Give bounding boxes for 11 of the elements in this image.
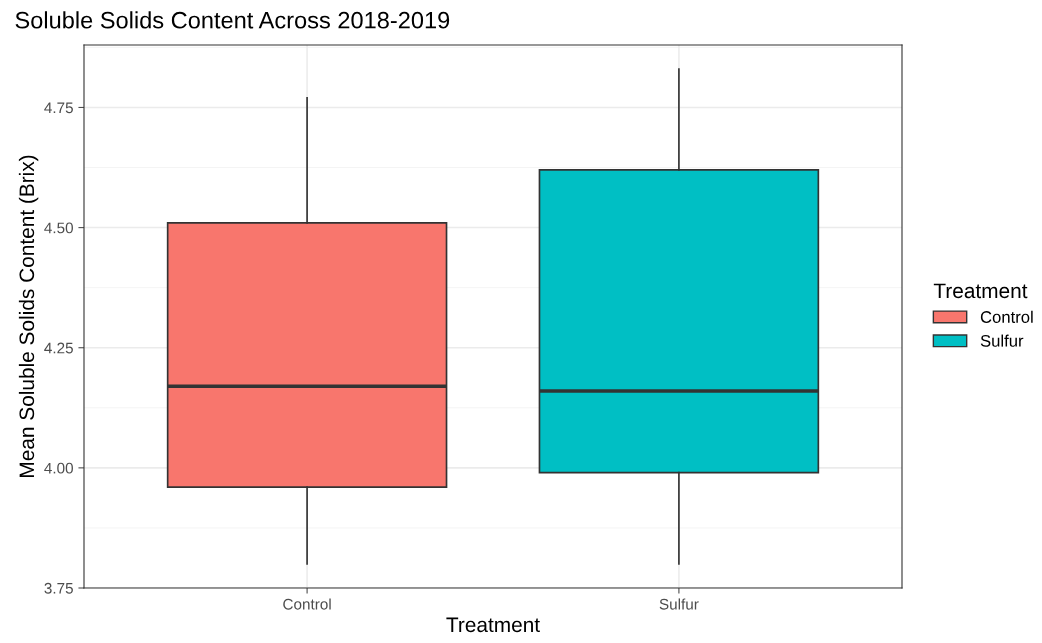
x-axis-title: Treatment — [446, 617, 540, 633]
y-tick-label: 4.00 — [44, 462, 73, 474]
y-axis-title: Mean Soluble Solids Content (Brix) — [18, 155, 39, 477]
y-tick-label: 4.50 — [44, 222, 73, 234]
chart-title: Soluble Solids Content Across 2018-2019 — [15, 11, 450, 29]
y-tick-label: 4.75 — [44, 102, 73, 114]
legend-label: Control — [980, 310, 1033, 323]
y-tick-label: 3.75 — [44, 582, 73, 594]
y-tick-label: 4.25 — [44, 342, 73, 354]
legend-label: Sulfur — [980, 334, 1024, 347]
legend-title: Treatment — [933, 283, 1028, 299]
